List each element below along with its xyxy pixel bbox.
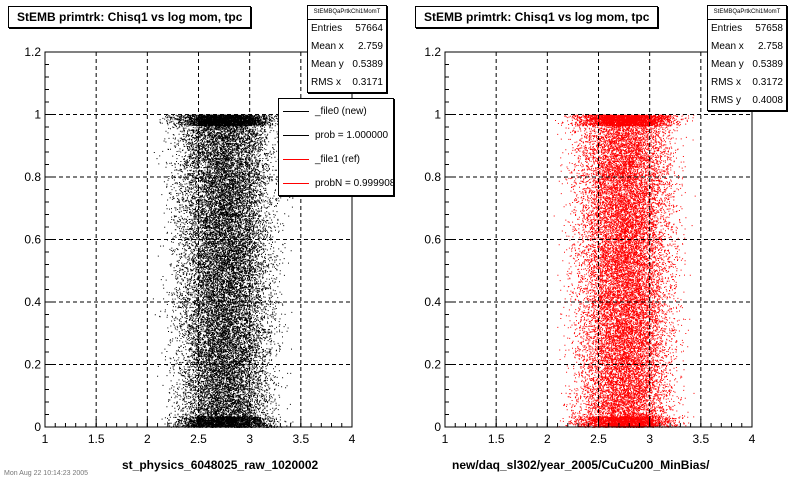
legend-line-icon: [283, 134, 309, 136]
stats-label: Mean y: [711, 59, 744, 70]
y-tick-label: 1: [434, 108, 441, 122]
stats-box-name: StEMBQaPrtkChi1MomT: [308, 6, 386, 20]
y-tick-label: 0.6: [424, 233, 441, 247]
left-plot-title: StEMB primtrk: Chisq1 vs log mom, tpc: [8, 6, 252, 28]
y-tick-label: 0.2: [24, 358, 41, 372]
x-tick-label: 3: [246, 432, 253, 446]
y-tick-label: 0.4: [24, 295, 41, 309]
comparison-legend: _file0 (new) prob = 1.000000 _file1 (ref…: [278, 98, 394, 196]
legend-entry: probN = 0.999908: [279, 171, 393, 195]
stats-row-entries: Entries 57664: [308, 20, 386, 38]
y-tick-label: 0.6: [24, 233, 41, 247]
stats-row-rms-x: RMS x 0.3171: [308, 74, 386, 92]
stats-box-name: StEMBQaPrtkChi1MomT: [708, 6, 786, 20]
right-stats-box: StEMBQaPrtkChi1MomT Entries 57658 Mean x 2…: [707, 5, 787, 111]
stats-row-mean-x: Mean x 2.758: [708, 38, 786, 56]
y-tick-label: 1: [34, 108, 41, 122]
stats-label: Mean y: [311, 59, 344, 70]
x-tick-label: 3.5: [292, 432, 309, 446]
footer-timestamp: Mon Aug 22 10:14:23 2005: [4, 470, 89, 477]
x-tick-label: 4: [749, 432, 756, 446]
left-stats-box: StEMBQaPrtkChi1MomT Entries 57664 Mean x 2…: [307, 5, 387, 93]
stats-value: 0.5389: [352, 59, 383, 70]
stats-value: 57658: [755, 23, 783, 34]
legend-line-icon: [283, 110, 309, 112]
y-tick-label: 0: [34, 420, 41, 434]
x-tick-label: 1: [442, 432, 449, 446]
stats-label: RMS x: [311, 77, 341, 88]
x-tick-label: 1.5: [88, 432, 105, 446]
stats-row-mean-y: Mean y 0.5389: [708, 56, 786, 74]
legend-label: _file1 (ref): [315, 153, 361, 165]
x-tick-label: 2: [544, 432, 551, 446]
legend-entry: _file1 (ref): [279, 147, 393, 171]
x-tick-label: 2: [144, 432, 151, 446]
stats-label: Entries: [711, 23, 743, 34]
stats-value: 0.4008: [752, 95, 783, 106]
stats-value: 2.759: [357, 41, 383, 52]
scatter-points: [553, 114, 696, 428]
legend-line-icon: [283, 182, 309, 184]
legend-label: _file0 (new): [315, 105, 367, 117]
stats-label: Mean x: [711, 41, 744, 52]
legend-line-icon: [283, 158, 309, 160]
left-x-axis-label: st_physics_6048025_raw_1020002: [122, 458, 319, 472]
stats-value: 57664: [355, 23, 383, 34]
x-tick-label: 2.5: [190, 432, 207, 446]
x-tick-label: 3: [646, 432, 653, 446]
y-tick-label: 0.4: [424, 295, 441, 309]
stats-value: 2.758: [757, 41, 783, 52]
legend-label: prob = 1.000000: [315, 129, 389, 141]
stats-label: Mean x: [311, 41, 344, 52]
stats-row-rms-y: RMS y 0.4008: [708, 92, 786, 110]
legend-label: probN = 0.999908: [315, 177, 394, 189]
y-tick-label: 0.8: [424, 170, 441, 184]
stats-row-mean-x: Mean x 2.759: [308, 38, 386, 56]
right-plot-title: StEMB primtrk: Chisq1 vs log mom, tpc: [415, 6, 659, 28]
x-tick-label: 1: [42, 432, 49, 446]
legend-entry: prob = 1.000000: [279, 123, 393, 147]
stats-row-mean-y: Mean y 0.5389: [308, 56, 386, 74]
stats-row-rms-x: RMS x 0.3172: [708, 74, 786, 92]
x-tick-label: 3.5: [692, 432, 709, 446]
x-tick-label: 1.5: [488, 432, 505, 446]
x-tick-label: 2.5: [590, 432, 607, 446]
scatter-points: [152, 114, 294, 428]
stats-value: 0.3171: [352, 77, 383, 88]
legend-entry: _file0 (new): [279, 99, 393, 123]
y-tick-label: 1.2: [24, 45, 41, 59]
y-tick-label: 1.2: [424, 45, 441, 59]
y-tick-label: 0: [434, 420, 441, 434]
stats-label: RMS y: [711, 95, 741, 106]
stats-value: 0.3172: [752, 77, 783, 88]
stats-value: 0.5389: [752, 59, 783, 70]
x-tick-label: 4: [349, 432, 356, 446]
stats-label: RMS x: [711, 77, 741, 88]
stats-label: Entries: [311, 23, 343, 34]
stats-row-entries: Entries 57658: [708, 20, 786, 38]
right-x-axis-label: new/daq_sl302/year_2005/CuCu200_MinBias/: [452, 458, 710, 472]
y-tick-label: 0.2: [424, 358, 441, 372]
y-tick-label: 0.8: [24, 170, 41, 184]
